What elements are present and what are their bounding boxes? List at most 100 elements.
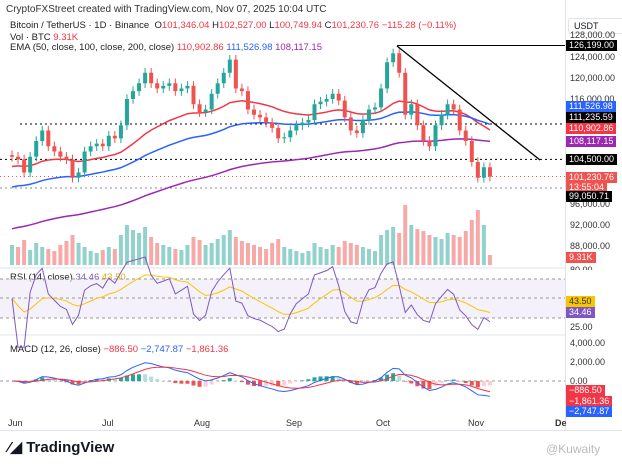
volume-bar bbox=[348, 243, 353, 265]
macd-histogram-bar bbox=[294, 381, 299, 382]
volume-tag: 9.31K bbox=[566, 252, 596, 263]
candle-body bbox=[354, 130, 359, 134]
tradingview-logo[interactable]: ⁄◢ TradingView bbox=[8, 438, 114, 456]
volume-bar bbox=[46, 249, 51, 265]
volume-bar bbox=[306, 251, 311, 265]
macd-tick: 0.00 bbox=[570, 376, 588, 386]
macd-histogram-bar bbox=[258, 381, 263, 387]
volume-bar bbox=[161, 245, 166, 265]
volume-legend[interactable]: Vol · BTC 9.31K bbox=[10, 32, 78, 43]
high-label: H bbox=[212, 20, 219, 31]
candle-body bbox=[457, 109, 462, 131]
macd-histogram-bar bbox=[342, 380, 347, 381]
time-label: Jun bbox=[8, 418, 23, 428]
volume-bar bbox=[70, 235, 75, 265]
macd-histogram-bar bbox=[451, 379, 456, 381]
volume-bar bbox=[10, 245, 14, 265]
candle-body bbox=[40, 130, 45, 141]
macd-hist-value: −886.50 bbox=[103, 344, 139, 355]
macd-histogram-bar bbox=[391, 373, 396, 381]
currency-selector[interactable]: USDT bbox=[568, 18, 622, 34]
candle-body bbox=[22, 159, 27, 173]
macd-histogram-bar bbox=[300, 380, 305, 381]
candle-body bbox=[118, 125, 123, 139]
volume-bar bbox=[203, 245, 208, 265]
candle-body bbox=[415, 104, 420, 126]
volume-bar bbox=[88, 251, 93, 265]
candle-body bbox=[227, 59, 232, 73]
volume-bar bbox=[245, 243, 250, 265]
volume-bar bbox=[421, 231, 426, 265]
price-tag: 101,230.76 bbox=[566, 172, 618, 183]
macd-histogram-bar bbox=[379, 377, 384, 381]
rsi-value: 34.46 bbox=[75, 272, 100, 283]
price-axis[interactable] bbox=[565, 0, 622, 430]
candle-body bbox=[391, 53, 396, 63]
volume-bar bbox=[173, 249, 178, 265]
candle-body bbox=[88, 146, 93, 152]
candle-body bbox=[379, 88, 384, 108]
candle-body bbox=[264, 117, 269, 123]
candle-body bbox=[100, 143, 105, 147]
chart-canvas[interactable] bbox=[0, 0, 565, 430]
candle-body bbox=[312, 104, 317, 120]
open-label: O bbox=[154, 20, 162, 31]
macd-histogram-bar bbox=[445, 380, 450, 381]
macd-tick: 4,000.00 bbox=[570, 338, 606, 348]
candle-body bbox=[94, 143, 99, 147]
candle-body bbox=[300, 122, 305, 126]
rsi-ma-tag: 43.50 bbox=[566, 296, 595, 307]
macd-histogram-bar bbox=[215, 381, 220, 383]
volume-bar bbox=[131, 230, 135, 265]
macd-histogram-bar bbox=[306, 379, 311, 381]
macd-histogram-bar bbox=[354, 381, 359, 385]
volume-bar bbox=[167, 247, 172, 265]
macd-signal-tag: −1,861.36 bbox=[566, 396, 613, 407]
volume-bar bbox=[409, 225, 414, 265]
volume-bar bbox=[445, 233, 450, 265]
macd-histogram-bar bbox=[70, 381, 75, 385]
candle-body bbox=[433, 125, 438, 147]
ema200-line bbox=[11, 138, 491, 230]
ema200-tag: 108,117.15 bbox=[566, 136, 617, 147]
logo-icon: ⁄◢ bbox=[8, 439, 27, 456]
candle-body bbox=[233, 59, 238, 89]
macd-histogram-bar bbox=[385, 374, 390, 381]
candle-body bbox=[52, 146, 57, 152]
volume-bar bbox=[185, 245, 190, 265]
macd-legend[interactable]: MACD (12, 26, close) −886.50 −2,747.87 −… bbox=[10, 344, 228, 355]
volume-bar bbox=[270, 243, 275, 265]
macd-hist-tag: −886.50 bbox=[566, 385, 605, 396]
macd-histogram-bar bbox=[227, 378, 232, 381]
candle-body bbox=[427, 141, 432, 147]
macd-histogram-bar bbox=[469, 381, 474, 386]
high-line-tag: 126,199.00 bbox=[566, 40, 618, 51]
volume-bar bbox=[330, 245, 335, 265]
macd-histogram-bar bbox=[312, 377, 317, 381]
candle-body bbox=[167, 83, 172, 86]
macd-signal-line bbox=[11, 366, 491, 393]
ema-legend[interactable]: EMA (50, close, 100, close, 200, close) … bbox=[10, 42, 322, 53]
candle-body bbox=[385, 62, 390, 89]
candle-body bbox=[294, 125, 299, 131]
macd-histogram-bar bbox=[239, 381, 244, 383]
macd-histogram-bar bbox=[197, 381, 202, 387]
macd-histogram-bar bbox=[185, 381, 190, 384]
volume-bar bbox=[28, 250, 33, 265]
volume-bar bbox=[155, 243, 160, 265]
macd-histogram-bar bbox=[421, 381, 426, 389]
volume-bar bbox=[282, 247, 287, 265]
macd-histogram-bar bbox=[282, 381, 287, 386]
rsi-legend[interactable]: RSI (14, close) 34.46 43.50 bbox=[10, 272, 126, 283]
macd-histogram-bar bbox=[487, 381, 492, 386]
volume-bar bbox=[294, 251, 299, 265]
ema200-value: 108,117.15 bbox=[275, 42, 322, 53]
candle-body bbox=[82, 151, 87, 173]
macd-histogram-bar bbox=[336, 377, 341, 381]
macd-histogram-bar bbox=[64, 381, 69, 383]
high-value: 102,527.00 bbox=[218, 20, 267, 31]
macd-histogram-bar bbox=[288, 381, 293, 384]
symbol-name[interactable]: Bitcoin / TetherUS · 1D · Binance bbox=[10, 20, 150, 31]
macd-tick: 2,000.00 bbox=[570, 357, 606, 367]
candle-body bbox=[149, 72, 154, 84]
